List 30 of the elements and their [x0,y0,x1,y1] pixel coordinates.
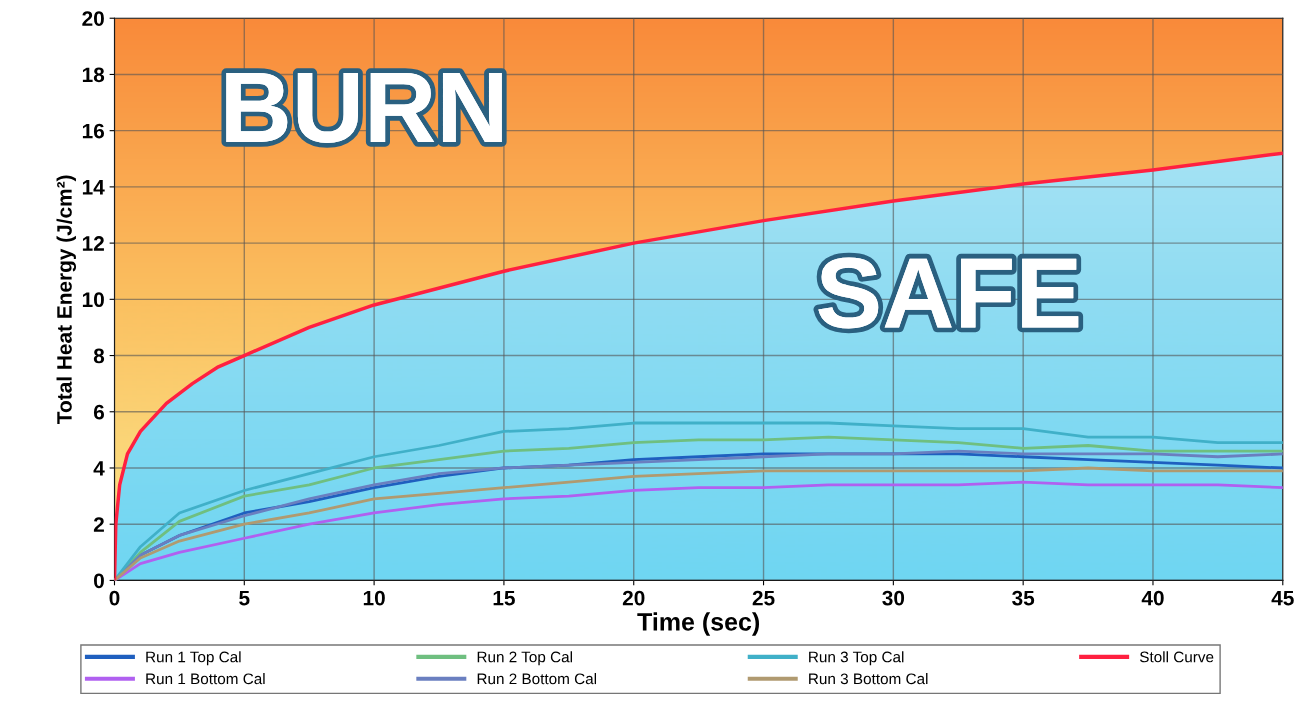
legend-label: Run 3 Bottom Cal [809,673,928,685]
x-tick-label: 0 [109,590,120,606]
x-tick-label: 35 [1012,590,1035,606]
y-tick-label: 8 [93,348,105,364]
legend-label: Run 3 Top Cal [809,651,904,666]
x-tick-label: 25 [752,590,775,606]
y-tick-label: 10 [82,292,104,308]
y-tick-label: 6 [93,404,105,420]
x-tick-label: 10 [363,590,385,606]
x-tick-label: 5 [239,590,250,606]
x-tick-label: 20 [622,590,645,606]
legend-label: Run 1 Top Cal [146,651,241,666]
y-tick-label: 12 [82,236,104,251]
y-tick-label: 16 [82,123,105,139]
y-tick-label: 2 [93,517,104,532]
x-tick-label: 15 [493,590,515,606]
x-tick-label: 45 [1271,590,1294,606]
legend-label: Stoll Curve [1139,651,1214,663]
y-tick-label: 14 [82,180,105,195]
y-tick-label: 4 [93,461,105,476]
y-tick-label: 0 [94,573,104,589]
y-axis-title: Total Heat Energy (J/cm²) [56,175,77,424]
legend-label: Run 2 Top Cal [477,651,572,666]
x-tick-label: 30 [882,590,905,606]
y-tick-label: 20 [82,11,104,26]
y-tick-label: 18 [82,67,105,83]
x-axis-title: Time (sec) [637,612,760,636]
legend-label: Run 1 Bottom Cal [146,673,265,685]
x-tick-label: 40 [1141,590,1164,606]
legend-label: Run 2 Bottom Cal [477,673,597,685]
